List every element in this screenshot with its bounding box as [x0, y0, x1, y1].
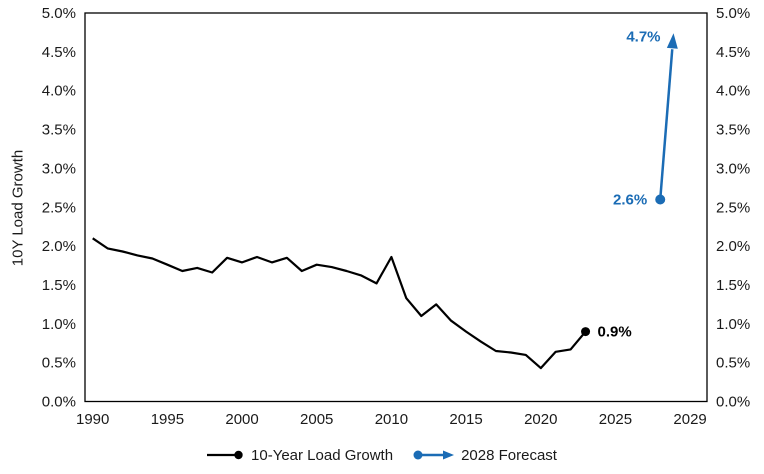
forecast-end-label: 4.7% — [626, 28, 660, 45]
x-axis-tick-label: 2000 — [225, 411, 258, 428]
legend-item-forecast: 2028 Forecast — [413, 447, 557, 464]
y-axis-tick-label-right: 1.0% — [716, 316, 750, 333]
legend-label-load-growth: 10-Year Load Growth — [251, 446, 394, 464]
y-axis-tick-label-left: 2.0% — [42, 238, 76, 255]
y-axis-tick-label-right: 5.0% — [716, 5, 750, 22]
x-axis-tick-label: 1995 — [151, 411, 184, 428]
y-axis-tick-label-right: 4.0% — [716, 83, 750, 100]
load-growth-end-label: 0.9% — [598, 324, 632, 341]
y-axis-tick-label-right: 4.5% — [716, 44, 750, 61]
x-axis-tick-label: 2010 — [375, 411, 408, 428]
y-axis-tick-label-left: 2.5% — [42, 199, 76, 216]
y-axis-tick-label-right: 3.0% — [716, 160, 750, 177]
legend-item-load-growth: 10-Year Load Growth — [207, 447, 393, 464]
load-growth-legend-key-icon — [207, 450, 243, 460]
y-axis-tick-label-left: 4.5% — [42, 44, 76, 61]
y-axis-tick-label-left: 0.0% — [42, 394, 76, 411]
y-axis-tick-label-right: 0.0% — [716, 394, 750, 411]
plot-border — [84, 12, 708, 403]
y-axis-tick-label-right: 0.5% — [716, 355, 750, 372]
forecast-arrowhead — [666, 33, 678, 49]
legend-label-forecast: 2028 Forecast — [461, 446, 557, 464]
load-growth-end-marker — [581, 327, 591, 337]
forecast-legend-key-icon — [413, 450, 455, 460]
y-axis-tick-label-left: 3.5% — [42, 122, 76, 139]
y-axis-tick-label-left: 1.5% — [42, 277, 76, 294]
x-axis-tick-label: 2020 — [524, 411, 557, 428]
x-axis-tick-label: 1990 — [76, 411, 109, 428]
load-growth-line — [92, 237, 587, 370]
legend: 10-Year Load Growth 2028 Forecast — [0, 442, 764, 468]
x-axis-tick-label: 2005 — [300, 411, 333, 428]
y-axis-tick-label-right: 3.5% — [716, 122, 750, 139]
y-axis-tick-label-left: 5.0% — [42, 5, 76, 22]
x-axis-tick-label: 2015 — [449, 411, 482, 428]
forecast-arrow — [658, 49, 674, 200]
y-axis-tick-label-left: 3.0% — [42, 160, 76, 177]
y-axis-tick-label-right: 2.0% — [716, 238, 750, 255]
y-axis-tick-label-left: 0.5% — [42, 355, 76, 372]
y-axis-tick-label-right: 1.5% — [716, 277, 750, 294]
y-axis-title: 10Y Load Growth — [9, 149, 27, 267]
forecast-start-label: 2.6% — [613, 191, 647, 208]
y-axis-tick-label-left: 1.0% — [42, 316, 76, 333]
x-axis-tick-label: 2029 — [673, 411, 706, 428]
x-axis-tick-label: 2025 — [599, 411, 632, 428]
y-axis-tick-label-right: 2.5% — [716, 199, 750, 216]
y-axis-tick-label-left: 4.0% — [42, 83, 76, 100]
